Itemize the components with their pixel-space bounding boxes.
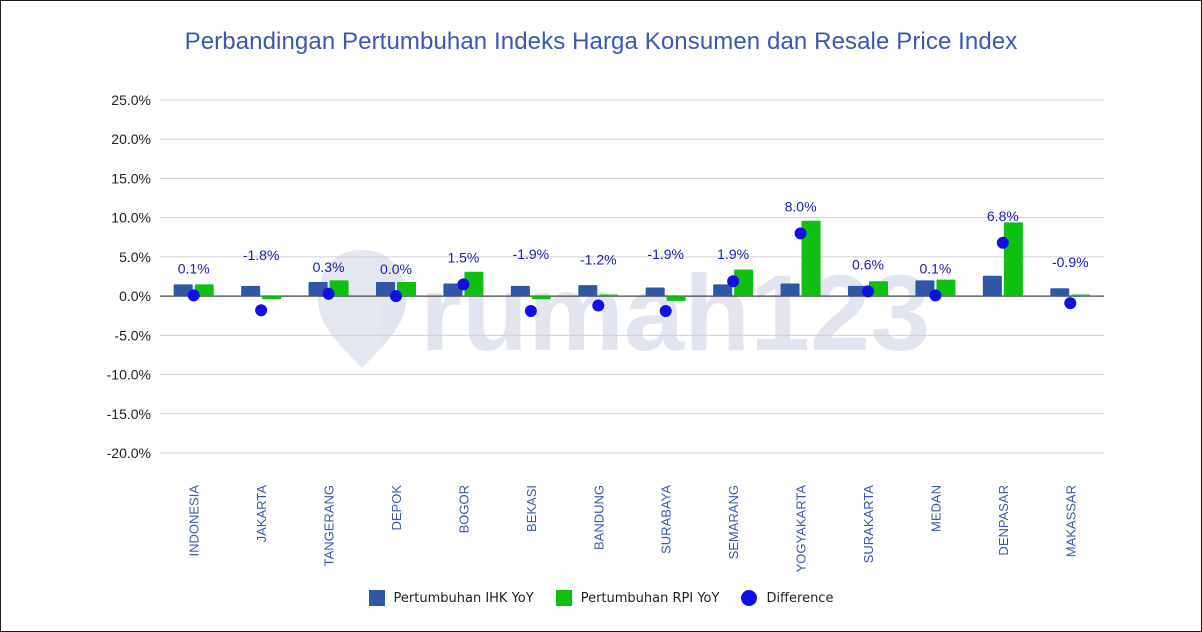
bar-rpi [599, 294, 619, 297]
chart-title: Perbandingan Pertumbuhan Indeks Harga Ko… [184, 28, 1018, 55]
bar-ihk [1050, 288, 1070, 297]
watermark-logo: rumah123 [318, 250, 930, 373]
difference-data-label: 1.9% [717, 246, 749, 262]
x-tick-label: BEKASI [524, 485, 539, 532]
difference-data-label: -1.2% [580, 252, 617, 268]
x-tick-label: DENPASAR [996, 485, 1011, 556]
y-tick-label: 25.0% [111, 92, 151, 108]
bar-rpi [666, 296, 686, 301]
legend-label-rpi: Pertumbuhan RPI YoY [580, 590, 720, 606]
bar-ihk [443, 283, 463, 297]
bar-rpi [262, 296, 282, 300]
bar-ihk [982, 275, 1002, 297]
watermark-pin-icon [318, 250, 406, 368]
y-tick-label: -5.0% [114, 327, 151, 343]
difference-data-label: 8.0% [785, 198, 817, 214]
bar-rpi [1003, 222, 1023, 297]
x-tick-label: DEPOK [389, 485, 404, 531]
legend-swatch-ihk [368, 590, 385, 606]
x-tick-label: BOGOR [456, 485, 471, 533]
difference-point [457, 278, 470, 291]
legend-label-ihk: Pertumbuhan IHK YoY [393, 590, 534, 606]
watermark-text: rumah123 [420, 252, 930, 373]
legend-item-difference: Difference [741, 590, 833, 606]
difference-point [255, 304, 268, 317]
bar-ihk [241, 285, 261, 297]
difference-data-label: -1.9% [513, 246, 550, 262]
x-tick-label: SEMARANG [726, 485, 741, 559]
difference-point [727, 275, 740, 288]
difference-point [524, 305, 537, 318]
difference-data-label: 0.1% [178, 260, 210, 276]
bar-rpi [1071, 294, 1091, 297]
difference-point [1064, 297, 1077, 310]
y-tick-label: -10.0% [107, 367, 151, 383]
bar-rpi [194, 284, 214, 297]
difference-point [322, 287, 335, 300]
bar-ihk [578, 285, 598, 297]
difference-point [996, 236, 1009, 249]
bar-ihk [376, 281, 395, 297]
bar-ihk [173, 284, 193, 297]
bar-ihk [645, 287, 665, 297]
x-tick-label: SURAKARTA [861, 485, 876, 564]
bar-rpi [936, 279, 956, 297]
bar-rpi [531, 296, 551, 300]
chart-legend: Pertumbuhan IHK YoY Pertumbuhan RPI YoY … [0, 590, 1202, 606]
legend-label-difference: Difference [766, 590, 834, 606]
legend-swatch-rpi [555, 590, 572, 606]
legend-item-ihk: Pertumbuhan IHK YoY [368, 590, 534, 606]
y-tick-label: 20.0% [111, 131, 151, 147]
difference-data-label: -1.9% [647, 246, 684, 262]
bar-rpi [734, 269, 754, 297]
legend-swatch-difference [741, 590, 758, 606]
difference-point [390, 290, 402, 303]
x-tick-label: INDONESIA [187, 485, 202, 557]
bar-ihk [780, 283, 800, 297]
bar-rpi [801, 220, 821, 297]
x-tick-label: MEDAN [928, 485, 943, 532]
difference-point [794, 227, 807, 240]
difference-data-label: 0.3% [313, 259, 345, 275]
difference-data-label: 6.8% [987, 208, 1019, 224]
bar-ihk [510, 285, 530, 297]
legend-item-rpi: Pertumbuhan RPI YoY [555, 590, 720, 606]
difference-data-label: 0.0% [380, 261, 412, 277]
y-tick-label: 0.0% [119, 288, 151, 304]
bar-rpi [464, 271, 484, 297]
bar-ihk [915, 280, 935, 297]
y-tick-label: 5.0% [119, 249, 151, 265]
bar-ihk [848, 285, 867, 297]
difference-data-label: 0.1% [919, 260, 951, 276]
difference-point [187, 289, 200, 302]
difference-point [929, 289, 942, 302]
difference-point [862, 285, 874, 298]
difference-data-label: -0.9% [1052, 254, 1089, 270]
difference-data-label: 0.6% [852, 256, 884, 272]
y-tick-label: 15.0% [111, 170, 151, 186]
x-tick-label: TANGERANG [322, 485, 337, 566]
x-tick-label: SURABAYA [659, 485, 674, 554]
difference-data-label: -1.8% [243, 247, 280, 263]
difference-data-label: 1.5% [447, 249, 479, 265]
bar-ihk [713, 284, 733, 297]
y-tick-label: 10.0% [111, 210, 151, 226]
x-tick-label: MAKASSAR [1063, 485, 1078, 557]
bar-rpi [397, 281, 416, 297]
y-tick-label: -15.0% [107, 406, 151, 422]
y-tick-label: -20.0% [107, 445, 151, 461]
x-tick-label: BANDUNG [591, 485, 606, 550]
x-tick-label: JAKARTA [254, 485, 269, 543]
difference-point [659, 305, 672, 318]
difference-point [592, 299, 605, 312]
x-tick-label: YOGYAKARTA [794, 485, 809, 573]
